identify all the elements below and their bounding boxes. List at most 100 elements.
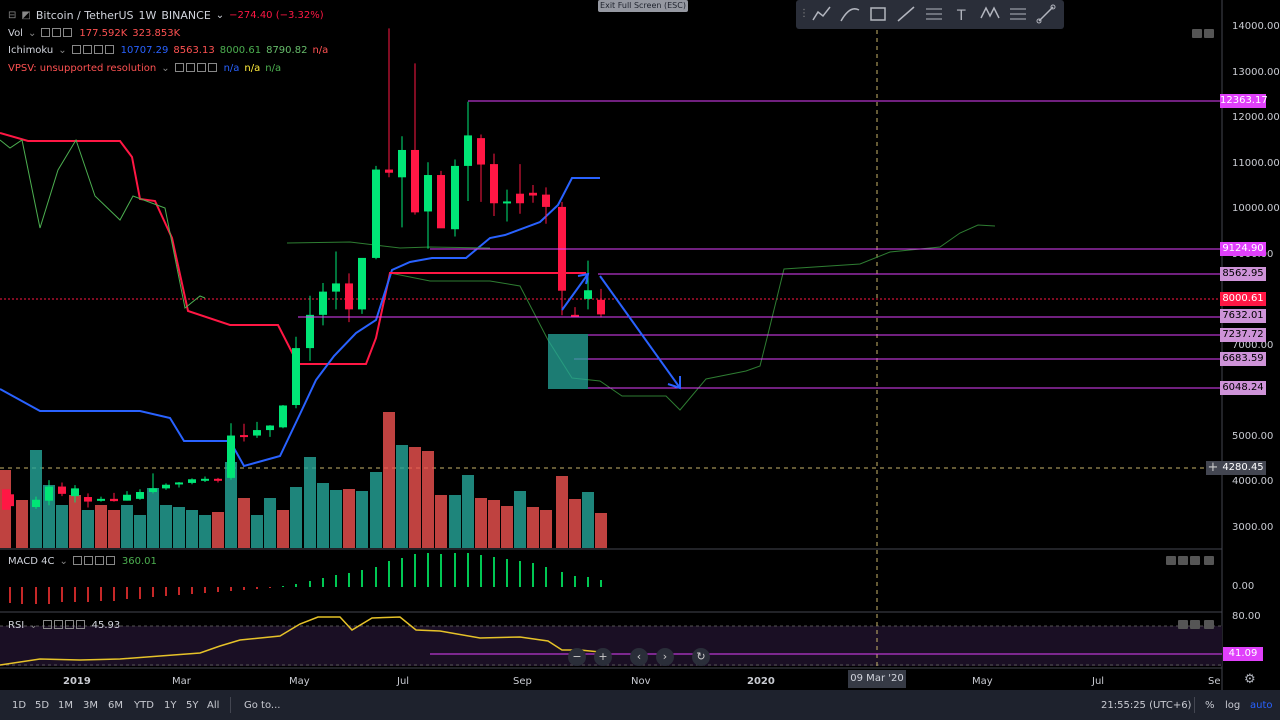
range-3m-button[interactable]: 3M <box>83 700 98 711</box>
macd-bar <box>61 587 63 602</box>
gear-icon[interactable]: ⚙ <box>1244 672 1256 687</box>
macd-bar <box>348 573 350 587</box>
ichimoku-kijun: 8563.13 <box>173 44 215 56</box>
candlesticks <box>2 28 605 510</box>
chevron-down-icon[interactable]: ⌄ <box>58 44 67 56</box>
candle-body <box>175 482 183 485</box>
volume-legend[interactable]: Vol ⌄ 177.592K 323.853K <box>8 25 185 41</box>
ichimoku-legend[interactable]: Ichimoku ⌄ 10707.29 8563.13 8000.61 8790… <box>8 42 333 58</box>
reset-chart-button[interactable]: ↻ <box>692 648 710 666</box>
chevron-down-icon[interactable]: ⌄ <box>27 27 37 39</box>
candle-body <box>424 175 432 212</box>
range-1y-button[interactable]: 1Y <box>164 700 177 711</box>
rsi-close-button[interactable] <box>1204 620 1214 629</box>
zoom-in-button[interactable]: + <box>594 648 612 666</box>
macd-up-button[interactable] <box>1166 556 1176 565</box>
rsi-up-button[interactable] <box>1178 620 1188 629</box>
price-tag: 7632.01 <box>1220 309 1266 323</box>
volume-bar <box>462 475 474 548</box>
volume-bar <box>370 472 382 548</box>
menu-lines-icon[interactable] <box>1006 2 1030 26</box>
ichimoku-label[interactable]: Ichimoku <box>8 44 54 56</box>
rsi-label[interactable]: RSI <box>8 619 25 631</box>
ruler-icon[interactable] <box>1034 2 1058 26</box>
curve-icon[interactable] <box>838 2 862 26</box>
line-icon[interactable] <box>894 2 918 26</box>
candle-body <box>490 164 498 204</box>
settings-icons[interactable] <box>41 28 74 39</box>
range-5d-button[interactable]: 5D <box>35 700 50 711</box>
volume-bar <box>69 495 81 548</box>
goto-button[interactable]: Go to... <box>244 700 281 711</box>
range-1m-button[interactable]: 1M <box>58 700 73 711</box>
ichimoku-tenkan: 10707.29 <box>120 44 169 56</box>
candle-body <box>464 135 472 166</box>
macd-bar <box>414 554 416 587</box>
range-ytd-button[interactable]: YTD <box>134 700 154 711</box>
time-axis-label: May <box>972 676 993 687</box>
exit-fullscreen-button[interactable]: Exit Full Screen (ESC) <box>598 0 688 12</box>
range-all-button[interactable]: All <box>207 700 220 711</box>
scroll-left-button[interactable]: ‹ <box>630 648 648 666</box>
macd-legend[interactable]: MACD 4C ⌄ 360.01 <box>8 553 162 569</box>
candle-body <box>292 348 300 406</box>
auto-toggle[interactable]: auto <box>1250 700 1273 711</box>
range-1d-button[interactable]: 1D <box>12 700 27 711</box>
add-alert-icon[interactable]: + <box>1206 460 1220 475</box>
chevron-down-icon[interactable]: ⌄ <box>29 619 38 631</box>
macd-max-button[interactable] <box>1190 556 1200 565</box>
symbol-legend[interactable]: ⊟ ◩ Bitcoin / TetherUS 1W BINANCE ⌄ −274… <box>8 7 329 23</box>
vpsv-label[interactable]: VPSV: unsupported resolution <box>8 62 157 74</box>
settings-icons[interactable] <box>42 620 87 631</box>
fib-icon[interactable] <box>922 2 946 26</box>
settings-icons[interactable] <box>174 63 219 74</box>
macd-bar <box>100 587 102 601</box>
volume-bar <box>147 488 159 548</box>
macd-bar <box>506 559 508 587</box>
vol-label[interactable]: Vol <box>8 27 23 39</box>
rsi-max-button[interactable] <box>1190 620 1200 629</box>
macd-bar <box>545 567 547 587</box>
zoom-out-button[interactable]: − <box>568 648 586 666</box>
rsi-tag: 41.09 <box>1223 647 1263 661</box>
candle-body <box>372 169 380 258</box>
log-toggle[interactable]: log <box>1225 700 1241 711</box>
panel-collapse-button[interactable] <box>1192 29 1202 38</box>
scroll-right-button[interactable]: › <box>656 648 674 666</box>
vpsv-legend[interactable]: VPSV: unsupported resolution ⌄ n/a n/a n… <box>8 60 286 76</box>
time-axis-label: May <box>289 676 310 687</box>
price-change: −274.40 (−3.32%) <box>229 9 324 21</box>
pattern-icon[interactable] <box>978 2 1002 26</box>
volume-bar <box>16 500 28 548</box>
range-6m-button[interactable]: 6M <box>108 700 123 711</box>
panel-close-button[interactable] <box>1204 29 1214 38</box>
macd-bar <box>493 557 495 587</box>
text-icon[interactable]: T <box>950 2 974 26</box>
collapse-icon[interactable]: ⊟ <box>8 9 17 21</box>
chevron-down-icon[interactable]: ⌄ <box>215 9 225 21</box>
macd-label[interactable]: MACD 4C <box>8 555 55 567</box>
symbol-name[interactable]: Bitcoin / TetherUS <box>35 8 134 22</box>
range-5y-button[interactable]: 5Y <box>186 700 199 711</box>
candle-body <box>84 497 92 502</box>
candle-body <box>451 165 459 230</box>
rsi-legend[interactable]: RSI ⌄ 45.93 <box>8 617 125 633</box>
clock[interactable]: 21:55:25 (UTC+6) <box>1101 700 1192 711</box>
trend-line-icon[interactable] <box>810 2 834 26</box>
percent-toggle[interactable]: % <box>1205 700 1215 711</box>
settings-icons[interactable] <box>71 45 116 56</box>
settings-icons[interactable] <box>72 556 117 567</box>
macd-down-button[interactable] <box>1178 556 1188 565</box>
interval-label[interactable]: 1W <box>138 8 157 22</box>
chevron-down-icon[interactable]: ⌄ <box>161 62 170 74</box>
price-tag: 12363.17 <box>1220 94 1268 108</box>
rectangle-icon[interactable] <box>866 2 890 26</box>
chevron-down-icon[interactable]: ⌄ <box>59 555 68 567</box>
macd-close-button[interactable] <box>1204 556 1214 565</box>
candle-body <box>227 435 235 478</box>
volume-bar <box>160 505 172 548</box>
exchange-label[interactable]: BINANCE <box>161 8 211 22</box>
drag-handle-icon[interactable]: ⋮ <box>799 8 809 19</box>
